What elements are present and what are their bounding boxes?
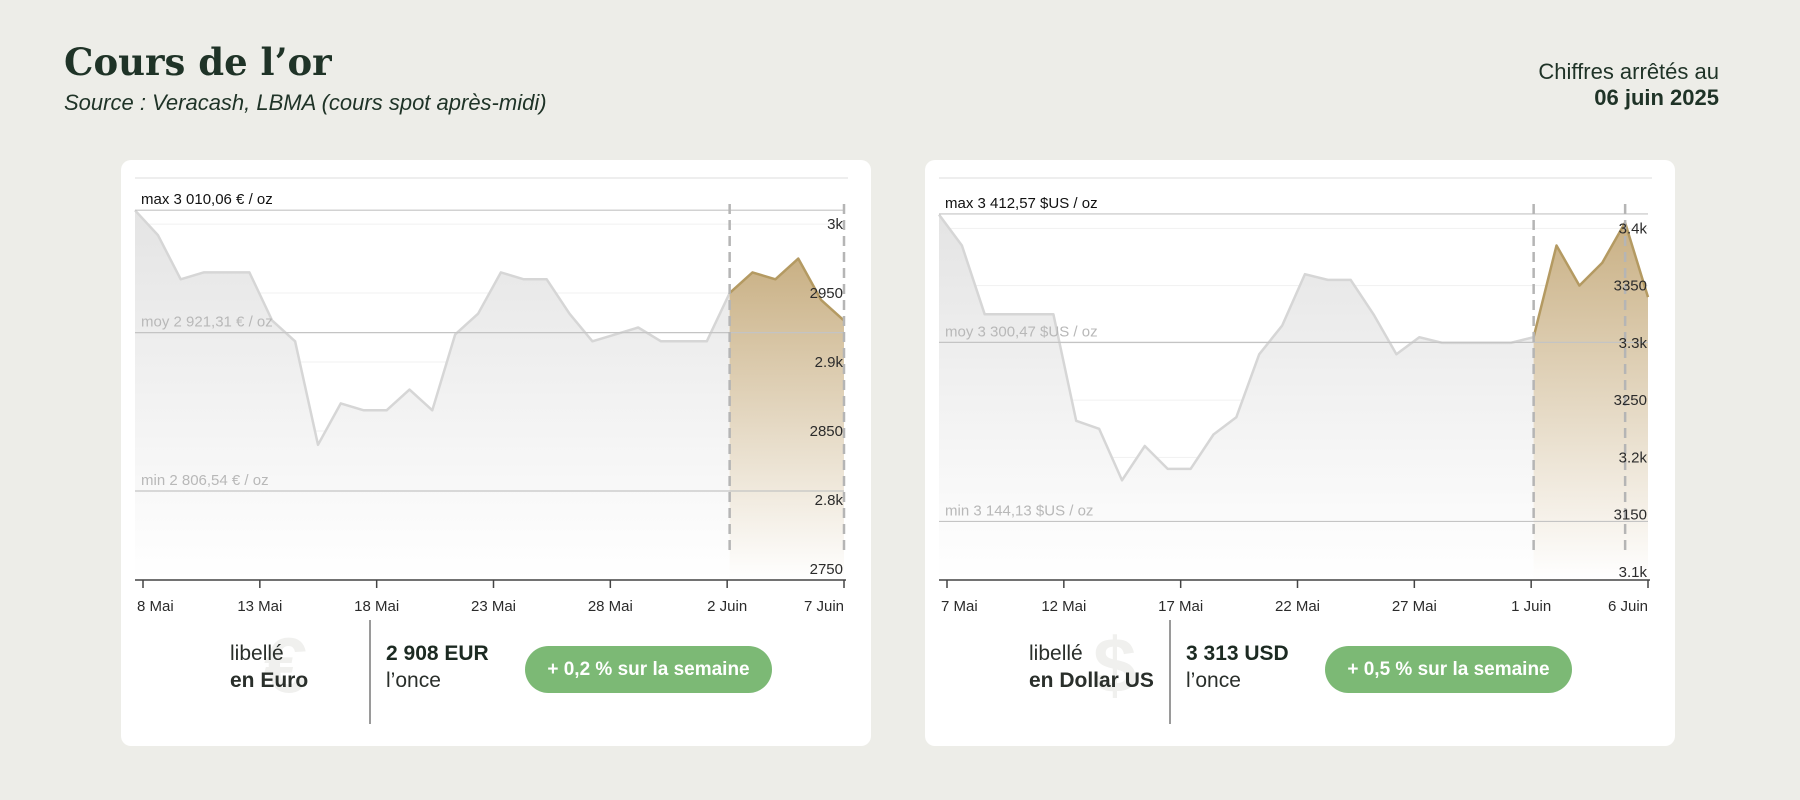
eur-chart-card: max 3 010,06 € / oz moy 2 921,31 € / oz mi… (121, 160, 871, 746)
y-tick-label: 3.4k (1619, 220, 1648, 237)
history-area (135, 210, 730, 581)
week-series-line (728, 257, 845, 322)
as-of-block: Chiffres arrêtés au 06 juin 2025 (1538, 59, 1719, 111)
x-tick-label: 2 Juin (707, 598, 747, 615)
x-tick-label: 18 Mai (354, 598, 399, 615)
week-area (1533, 222, 1648, 580)
reference-line-label: moy 3 300,47 $US / oz (945, 323, 1098, 340)
y-tick-label: 2850 (810, 423, 843, 440)
usd-price-chart: max 3 412,57 $US / oz moy 3 300,47 $US / … (937, 177, 1652, 615)
y-tick-label: 3.1k (1619, 564, 1648, 581)
divider (369, 620, 371, 724)
usd-chart-card: max 3 412,57 $US / oz moy 3 300,47 $US / … (925, 160, 1675, 746)
currency-label-line2: en Dollar US (1029, 669, 1154, 692)
eur-price-chart: max 3 010,06 € / oz moy 2 921,31 € / oz mi… (134, 177, 848, 615)
euro-icon: € (264, 621, 308, 709)
reference-line-label: max 3 010,06 € / oz (141, 191, 273, 208)
x-tick-label: 7 Juin (804, 598, 844, 615)
x-tick-label: 13 Mai (237, 598, 282, 615)
price-unit: l’once (1186, 669, 1241, 692)
y-tick-label: 3350 (1614, 278, 1647, 295)
reference-line-label: max 3 412,57 $US / oz (945, 195, 1098, 212)
x-tick-label: 23 Mai (471, 598, 516, 615)
reference-line-label: min 2 806,54 € / oz (141, 472, 269, 489)
currency-label-line1: libellé (1029, 642, 1083, 665)
y-tick-label: 3.3k (1619, 335, 1648, 352)
x-tick-label: 7 Mai (941, 598, 978, 615)
y-tick-label: 3250 (1614, 392, 1647, 409)
weekly-change-badge: + 0,2 % sur la semaine (525, 646, 772, 693)
price-value: 2 908 EUR (386, 642, 489, 665)
x-tick-label: 22 Mai (1275, 598, 1320, 615)
y-tick-label: 3.2k (1619, 449, 1648, 466)
divider (1169, 620, 1171, 724)
y-tick-label: 2750 (810, 561, 843, 578)
history-series-line (134, 209, 731, 447)
price-block: 3 313 USD l’once (1186, 640, 1289, 694)
currency-label-line2: en Euro (230, 669, 309, 692)
x-tick-label: 28 Mai (588, 598, 633, 615)
x-tick-label: 8 Mai (137, 598, 174, 615)
x-tick-label: 17 Mai (1158, 598, 1203, 615)
as-of-label: Chiffres arrêtés au (1538, 59, 1719, 84)
weekly-change-badge: + 0,5 % sur la semaine (1325, 646, 1572, 693)
x-tick-label: 27 Mai (1392, 598, 1437, 615)
x-tick-label: 12 Mai (1041, 598, 1086, 615)
week-area (729, 258, 844, 580)
dollar-icon: $ (1093, 621, 1137, 709)
source-subtitle: Source : Veracash, LBMA (cours spot aprè… (64, 90, 547, 115)
currency-label: libellé en Euro (230, 640, 308, 694)
history-area (939, 214, 1534, 580)
price-value: 3 313 USD (1186, 642, 1289, 665)
page-title: Cours de l’or (64, 40, 332, 84)
x-tick-label: 1 Juin (1511, 598, 1551, 615)
y-tick-label: 3150 (1614, 507, 1647, 524)
y-tick-label: 2950 (810, 285, 843, 302)
currency-label: libellé en Dollar US (1029, 640, 1154, 694)
currency-label-line1: libellé (230, 642, 284, 665)
reference-line-label: moy 2 921,31 € / oz (141, 314, 273, 331)
reference-line-label: min 3 144,13 $US / oz (945, 502, 1093, 519)
history-series-line (937, 213, 1534, 482)
price-unit: l’once (386, 669, 441, 692)
y-tick-label: 2.9k (815, 354, 844, 371)
x-tick-label: 6 Juin (1608, 598, 1648, 615)
week-series-line (1532, 221, 1650, 338)
as-of-date: 06 juin 2025 (1594, 85, 1719, 110)
price-block: 2 908 EUR l’once (386, 640, 489, 694)
y-tick-label: 2.8k (815, 492, 844, 509)
y-tick-label: 3k (827, 216, 843, 233)
